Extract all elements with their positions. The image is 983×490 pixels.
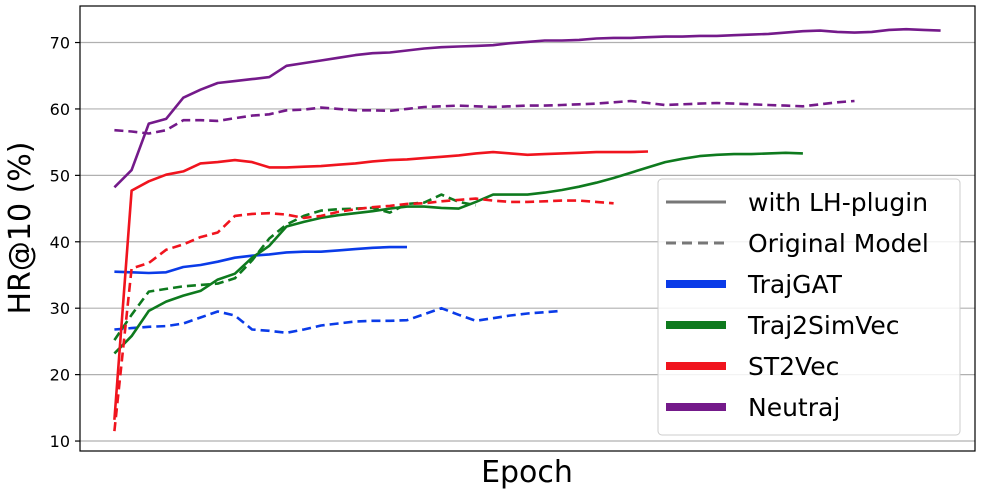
legend-model-label: TrajGAT (747, 270, 843, 299)
y-tick-label: 60 (50, 100, 70, 119)
grid-lines (80, 41, 975, 442)
y-axis-ticks: 10 20 30 40 50 60 70 (50, 34, 80, 451)
legend-style-entries: with LH-plugin Original Model (666, 188, 929, 258)
y-tick-label: 10 (50, 432, 70, 451)
trajgat-lh-plugin-line (114, 245, 407, 275)
trajgat-original-line (114, 306, 562, 335)
traj2simvec-lh-plugin-line (113, 151, 803, 355)
y-tick-label: 20 (50, 366, 70, 385)
legend-model-entries: TrajGAT Traj2SimVec ST2Vec Neutraj (666, 270, 900, 422)
legend-model-label: ST2Vec (748, 352, 839, 381)
legend-model-label: Neutraj (748, 393, 840, 422)
neutraj-original-line (114, 99, 855, 135)
legend-style-label: Original Model (748, 229, 929, 258)
plot-area-frame (79, 5, 976, 452)
y-tick-label: 50 (50, 166, 70, 185)
st2vec-original-line (113, 197, 614, 432)
st2vec-lh-plugin-line (113, 150, 649, 420)
series-layer (113, 27, 941, 432)
y-axis-label: HR@10 (%) (3, 141, 38, 314)
y-tick-label: 70 (50, 34, 70, 53)
legend-box (657, 178, 961, 436)
legend-model-label: Traj2SimVec (747, 311, 900, 340)
neutraj-lh-plugin-line (113, 27, 941, 189)
y-tick-label: 30 (50, 299, 70, 318)
legend-style-label: with LH-plugin (748, 188, 928, 217)
y-tick-label: 40 (50, 233, 70, 252)
x-axis-label: Epoch (481, 455, 573, 490)
